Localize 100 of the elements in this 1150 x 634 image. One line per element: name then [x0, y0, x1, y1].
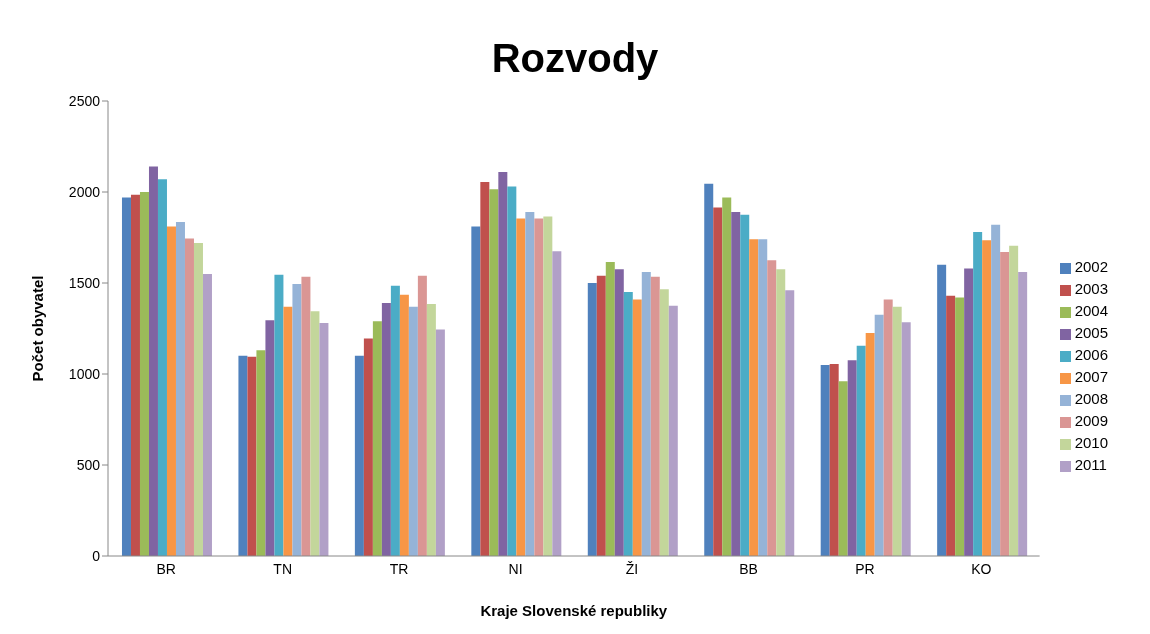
bar: [668, 305, 678, 556]
bar: [847, 360, 857, 556]
bar: [740, 214, 750, 556]
bar: [543, 216, 553, 556]
bar: [148, 166, 158, 556]
bar: [901, 322, 911, 556]
legend-label: 2005: [1074, 324, 1108, 341]
bar: [363, 338, 373, 556]
bar: [184, 238, 194, 556]
bar: [489, 189, 499, 556]
bar: [991, 224, 1001, 556]
y-tick-label: 500: [76, 456, 101, 473]
y-tick-label: 1500: [68, 274, 101, 291]
bar: [354, 355, 364, 556]
bar: [883, 299, 893, 556]
bar: [955, 297, 965, 556]
bar: [372, 321, 382, 556]
bar: [865, 333, 875, 556]
bar: [256, 350, 266, 556]
legend-label: 2002: [1074, 258, 1108, 275]
bar: [534, 218, 544, 556]
bar: [265, 320, 275, 556]
bar: [390, 285, 400, 556]
bar: [121, 197, 131, 556]
x-tick-label: ŽI: [625, 560, 639, 577]
bar: [480, 181, 490, 556]
bar: [238, 355, 248, 556]
bar: [892, 306, 902, 556]
bar: [310, 311, 320, 556]
legend-label: 2009: [1074, 412, 1108, 429]
bar: [874, 314, 884, 556]
y-tick-label: 0: [92, 547, 101, 564]
x-axis-title: Kraje Slovenské republiky: [480, 602, 668, 619]
bar: [829, 363, 839, 556]
bar: [749, 239, 759, 556]
bar: [596, 275, 606, 556]
x-tick-label: PR: [855, 560, 875, 577]
bar: [301, 276, 311, 556]
bar: [856, 345, 866, 556]
bar: [166, 226, 176, 556]
legend-label: 2003: [1074, 280, 1108, 297]
bar: [713, 207, 723, 556]
bar: [605, 262, 615, 556]
bar: [623, 292, 633, 556]
bar: [964, 268, 974, 556]
legend-label: 2008: [1074, 390, 1108, 407]
bar: [650, 276, 660, 556]
x-tick-label: BB: [739, 560, 758, 577]
bar: [292, 283, 302, 556]
x-tick-label: BR: [156, 560, 176, 577]
bar: [641, 272, 651, 556]
bar: [507, 186, 517, 556]
bar: [982, 240, 992, 556]
legend-label: 2011: [1074, 456, 1107, 473]
bar: [157, 179, 167, 556]
bar: [283, 306, 293, 556]
bar: [381, 303, 391, 556]
bar: [319, 323, 329, 556]
legend-label: 2006: [1074, 346, 1108, 363]
bar: [704, 183, 714, 556]
bar: [247, 356, 257, 556]
bar: [471, 226, 481, 556]
x-tick-label: NI: [508, 560, 523, 577]
bar: [785, 290, 795, 556]
bar: [525, 212, 535, 556]
x-tick-label: TR: [389, 560, 409, 577]
bar: [731, 212, 741, 556]
y-tick-label: 2500: [68, 92, 101, 109]
x-tick-label: TN: [273, 560, 293, 577]
bar: [1009, 245, 1019, 556]
bar: [587, 283, 597, 556]
bar: [937, 264, 947, 556]
bar: [516, 218, 526, 556]
bar: [202, 273, 212, 556]
bar: [399, 294, 409, 556]
bar: [274, 274, 284, 556]
bar: [417, 275, 427, 556]
y-tick-label: 2000: [68, 183, 101, 200]
bar: [820, 364, 830, 556]
bar: [838, 381, 848, 556]
bar: [426, 303, 436, 556]
bar: [722, 197, 732, 556]
bar: [139, 192, 149, 556]
x-tick-label: KO: [971, 560, 992, 577]
bar: [632, 299, 642, 556]
bar: [973, 232, 983, 556]
bar: [614, 269, 624, 556]
bar: [1018, 272, 1028, 556]
bar: [498, 171, 508, 556]
y-axis-title: Počet obyvatel: [29, 275, 47, 382]
bar: [130, 194, 140, 556]
bar: [175, 222, 185, 556]
bar: [1000, 252, 1010, 556]
bar: [193, 242, 203, 556]
bar: [776, 269, 786, 556]
legend-label: 2004: [1074, 302, 1108, 319]
legend-label: 2007: [1074, 368, 1108, 385]
chart-title: Rozvody: [491, 36, 659, 80]
legend-label: 2010: [1074, 434, 1108, 451]
bar: [435, 329, 445, 556]
